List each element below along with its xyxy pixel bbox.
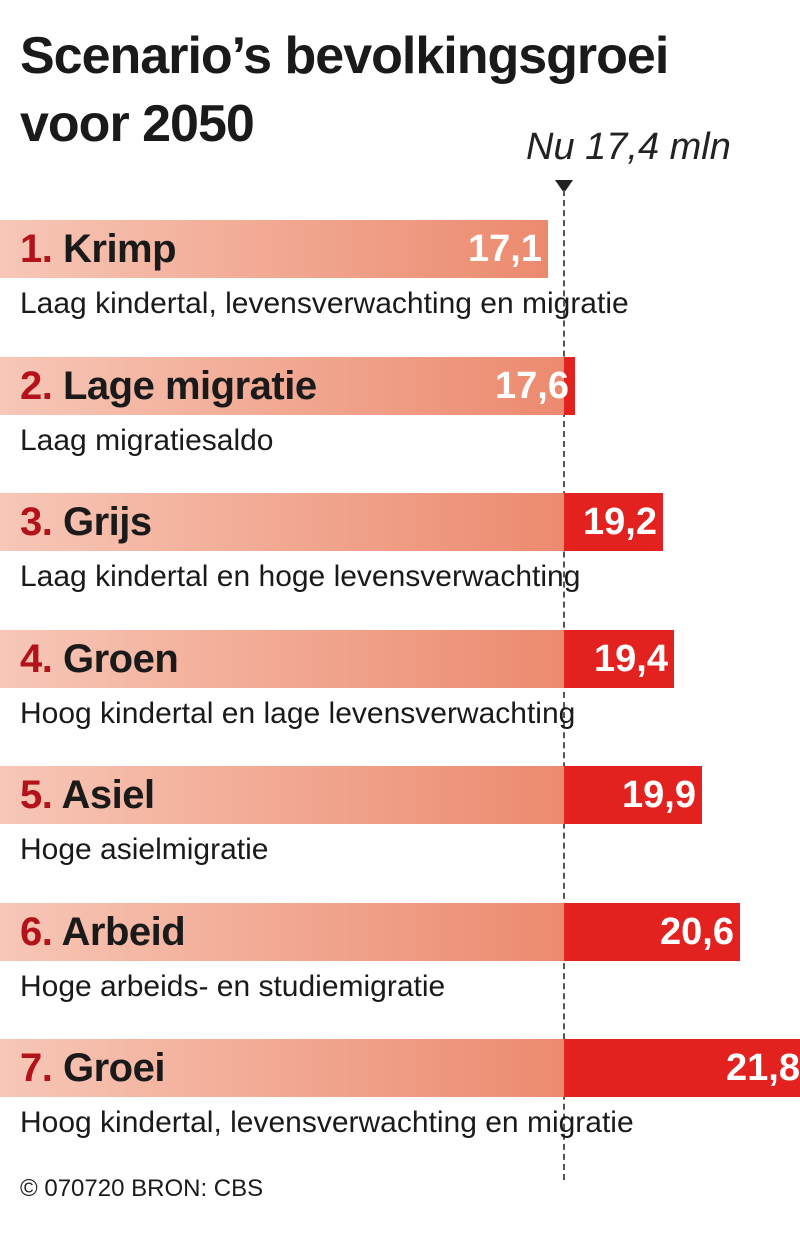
bar-label: 6. Arbeid [20,903,186,961]
bar-description: Laag migratiesaldo [20,424,274,457]
bar-red-segment [564,903,740,961]
bar-number: 7. [20,1046,63,1090]
bar-value-label: 19,2 [583,501,657,543]
bar-5 [0,766,702,824]
reference-arrow-icon [555,180,573,193]
bar-3 [0,493,663,551]
bar-red-segment [564,630,674,688]
bar-label: 7. Groei [20,1039,165,1097]
bar-number: 4. [20,637,63,681]
bar-6 [0,903,740,961]
chart-title: Scenario’s bevolkingsgroei voor 2050 [20,27,669,153]
bar-gradient-segment [0,220,548,278]
bar-description: Hoge arbeids- en studiemigratie [20,970,446,1003]
bar-label: 4. Groen [20,630,179,688]
bar-number: 1. [20,227,63,271]
bar-value-label: 20,6 [660,911,734,953]
source-credit: © 070720 BRON: CBS [20,1175,264,1202]
bar-gradient-segment [0,903,564,961]
bar-description: Laag kindertal en hoge levensverwachting [20,560,581,593]
bar-2 [0,357,575,415]
bar-name: Lage migratie [62,364,317,408]
bar-number: 5. [20,773,62,817]
bar-name: Groei [62,1046,165,1090]
bar-name: Grijs [62,500,152,544]
bar-description: Hoog kindertal, levensverwachting en mig… [20,1106,634,1139]
bar-gradient-segment [0,357,564,415]
bar-red-segment [564,1039,800,1097]
bar-name: Asiel [61,773,156,817]
bar-gradient-segment [0,493,564,551]
bar-7 [0,1039,800,1097]
bar-number: 6. [20,910,62,954]
bar-label: 2. Lage migratie [20,357,317,415]
reference-label: Nu 17,4 mln [526,126,731,168]
bar-red-segment [564,766,702,824]
bar-red-segment [564,493,663,551]
bar-value-label: 19,4 [594,638,668,680]
bar-label: 3. Grijs [20,493,152,551]
bar-gradient-segment [0,630,564,688]
bar-number: 3. [20,500,63,544]
bar-value-label: 17,1 [468,228,542,270]
bar-label: 1. Krimp [20,220,177,278]
bar-value-label: 17,6 [495,365,569,407]
bar-value-label: 19,9 [622,774,696,816]
bar-name: Groen [62,637,179,681]
bar-red-segment [564,357,575,415]
bar-1 [0,220,548,278]
bar-gradient-segment [0,1039,564,1097]
bar-label: 5. Asiel [20,766,155,824]
bar-description: Hoog kindertal en lage levensverwachting [20,697,576,730]
bar-number: 2. [20,364,63,408]
bar-description: Laag kindertal, levensverwachting en mig… [20,287,629,320]
bar-description: Hoge asielmigratie [20,833,269,866]
bar-4 [0,630,674,688]
bar-gradient-segment [0,766,564,824]
bar-name: Arbeid [61,910,186,954]
bar-name: Krimp [62,227,177,271]
bar-value-label: 21,8 [726,1047,800,1089]
